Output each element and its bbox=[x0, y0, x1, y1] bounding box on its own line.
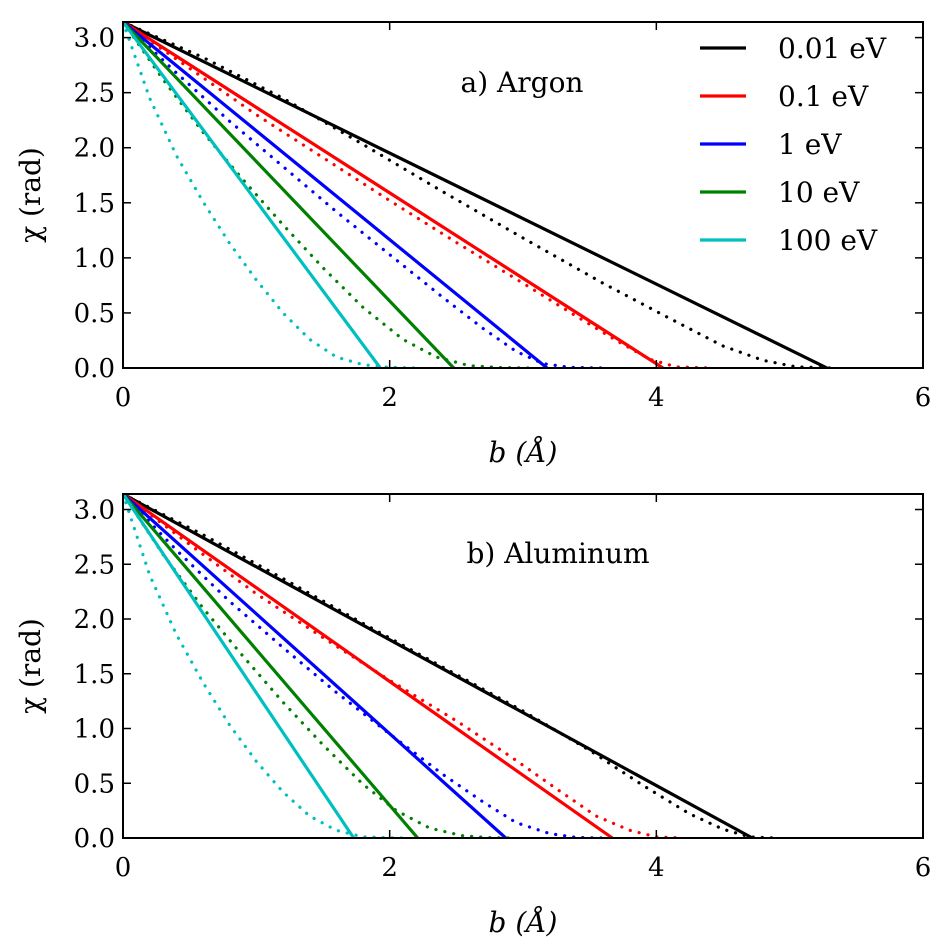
x-axis-label: b (Å) bbox=[489, 436, 558, 469]
y-tick-label: 1.0 bbox=[74, 715, 115, 745]
y-axis-label: χ (rad) bbox=[14, 147, 47, 243]
series-dotted-100-eV bbox=[123, 494, 405, 838]
y-tick-label: 2.0 bbox=[74, 605, 115, 635]
panel-title: b) Aluminum bbox=[466, 537, 649, 570]
y-tick-label: 1.0 bbox=[74, 244, 115, 274]
series-solid-1-eV bbox=[123, 22, 549, 368]
series-dotted-0.1-eV bbox=[123, 22, 712, 368]
x-tick-label: 6 bbox=[915, 853, 932, 883]
series-solid-1-eV bbox=[123, 494, 507, 838]
x-tick-label: 2 bbox=[381, 383, 398, 413]
legend-label: 100 eV bbox=[778, 224, 878, 257]
x-axis-label: b (Å) bbox=[489, 906, 558, 939]
x-tick-label: 2 bbox=[381, 853, 398, 883]
axes-frame bbox=[122, 21, 924, 369]
series-dotted-1-eV bbox=[123, 22, 605, 368]
panel-title: a) Argon bbox=[461, 66, 584, 99]
series-solid-100-eV bbox=[123, 494, 356, 838]
series-dotted-10-eV bbox=[123, 494, 512, 838]
x-tick-label: 0 bbox=[115, 383, 132, 413]
x-tick-label: 4 bbox=[648, 853, 665, 883]
series-dotted-0.01-eV bbox=[123, 22, 832, 368]
series-solid-0.1-eV bbox=[123, 22, 664, 368]
legend-label: 0.01 eV bbox=[778, 32, 887, 65]
series-dotted-100-eV bbox=[123, 22, 418, 368]
y-tick-label: 1.5 bbox=[74, 189, 115, 219]
series-solid-10-eV bbox=[123, 22, 455, 368]
y-axis-label: χ (rad) bbox=[14, 618, 47, 714]
series-solid-0.1-eV bbox=[123, 494, 614, 838]
y-tick-label: 2.5 bbox=[74, 550, 115, 580]
legend-label: 1 eV bbox=[778, 128, 842, 161]
y-tick-label: 3.0 bbox=[74, 24, 115, 54]
series-solid-10-eV bbox=[123, 494, 419, 838]
series-solid-100-eV bbox=[123, 22, 382, 368]
y-tick-label: 0.0 bbox=[74, 824, 115, 854]
series-group bbox=[123, 494, 778, 838]
y-tick-label: 2.0 bbox=[74, 134, 115, 164]
legend-label: 0.1 eV bbox=[778, 80, 869, 113]
panel-aluminum: 0 2 4 6 0.0 0.5 1.0 1.5 2.0 2.5 3.0 b) Aluminum b (Å… bbox=[14, 493, 932, 939]
y-tick-label: 0.5 bbox=[74, 769, 115, 799]
legend: 0.01 eV 0.1 eV 1 eV 10 eV 100 eV bbox=[700, 32, 887, 257]
panel-argon: 0 2 4 6 0.0 0.5 1.0 1.5 2.0 2.5 3.0 a) Argon b (Å) χ … bbox=[14, 21, 932, 469]
x-tick-label: 4 bbox=[648, 383, 665, 413]
series-dotted-0.1-eV bbox=[123, 494, 685, 838]
x-tick-label: 0 bbox=[115, 853, 132, 883]
series-solid-0.01-eV bbox=[123, 494, 754, 838]
y-tick-label: 1.5 bbox=[74, 660, 115, 690]
y-tick-label: 3.0 bbox=[74, 496, 115, 526]
y-tick-label: 0.0 bbox=[74, 354, 115, 384]
y-tick-label: 0.5 bbox=[74, 299, 115, 329]
series-dotted-0.01-eV bbox=[123, 494, 778, 838]
y-tick-label: 2.5 bbox=[74, 79, 115, 109]
series-dotted-10-eV bbox=[123, 22, 538, 368]
series-group bbox=[123, 22, 832, 368]
x-tick-label: 6 bbox=[915, 383, 932, 413]
axes-frame bbox=[122, 493, 924, 839]
legend-label: 10 eV bbox=[778, 176, 860, 209]
series-dotted-1-eV bbox=[123, 494, 605, 838]
series-solid-0.01-eV bbox=[123, 22, 828, 368]
